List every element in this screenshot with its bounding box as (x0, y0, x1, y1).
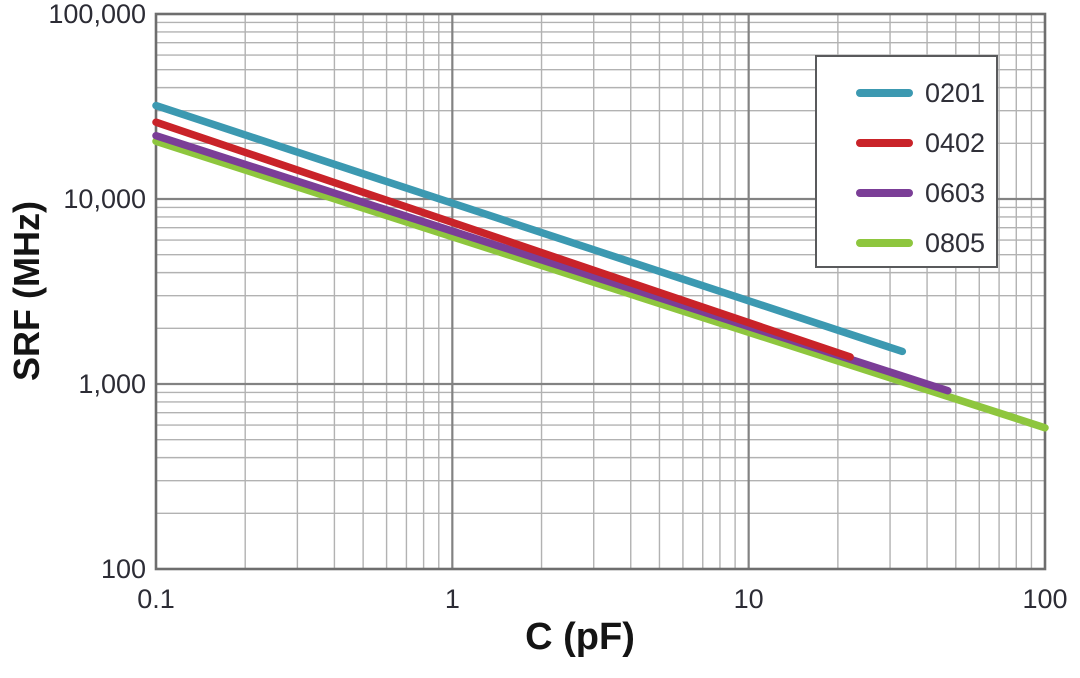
legend: 0201 0402 0603 0805 (815, 55, 998, 268)
x-tick-100: 100 (1022, 584, 1067, 614)
legend-swatch-0201 (856, 89, 913, 97)
y-axis-title: SRF (MHz) (6, 201, 47, 381)
x-tick-10: 10 (734, 584, 764, 614)
legend-swatch-0805 (856, 239, 913, 247)
x-axis-title: C (pF) (525, 616, 635, 658)
series-line-0201 (152, 101, 907, 356)
legend-swatch-0402 (856, 139, 913, 147)
x-tick-0.1: 0.1 (137, 584, 175, 614)
legend-swatch-0603 (856, 189, 913, 197)
y-tick-10,000: 10,000 (63, 184, 146, 214)
x-tick-1: 1 (445, 584, 460, 614)
y-tick-100,000: 100,000 (48, 0, 146, 29)
plot-frame (154, 12, 1047, 571)
y-tick-1,000: 1,000 (78, 369, 146, 399)
legend-item-0201: 0201 (817, 68, 996, 118)
series-line-0402 (152, 118, 854, 361)
legend-item-0402: 0402 (817, 118, 996, 168)
legend-label-0603: 0603 (925, 177, 986, 208)
legend-label-0805: 0805 (925, 227, 986, 258)
y-tick-100: 100 (101, 554, 146, 584)
series-line-0805 (152, 137, 1049, 432)
legend-label-0201: 0201 (925, 77, 986, 108)
legend-label-0402: 0402 (925, 127, 986, 158)
legend-item-0603: 0603 (817, 168, 996, 218)
legend-item-0805: 0805 (817, 218, 996, 268)
